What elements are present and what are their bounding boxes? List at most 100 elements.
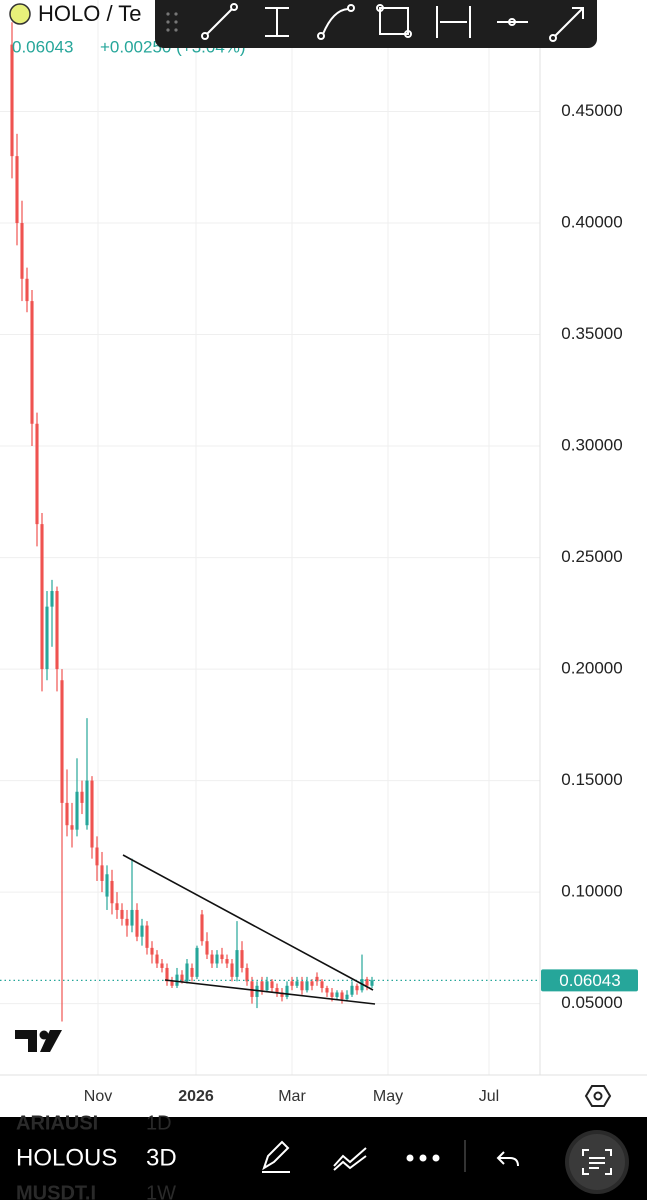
toolbar-bg: [155, 0, 597, 48]
candle-body: [105, 874, 109, 897]
y-tick-label: 0.15000: [561, 770, 622, 789]
candle-body: [100, 865, 104, 881]
candle-body: [315, 976, 319, 982]
y-tick-label: 0.05000: [561, 993, 622, 1012]
drag-handle[interactable]: [166, 12, 178, 32]
y-tick-label: 0.45000: [561, 101, 622, 120]
symbol-selected[interactable]: HOLOUS: [16, 1144, 117, 1171]
candle-body: [80, 791, 84, 803]
draw-button[interactable]: [262, 1140, 290, 1173]
undo-button[interactable]: [496, 1151, 519, 1167]
y-tick-label: 0.30000: [561, 436, 622, 455]
y-tick-label: 0.10000: [561, 882, 622, 901]
candle-body: [50, 591, 54, 607]
candle-body: [165, 967, 169, 982]
candle-body: [290, 981, 294, 986]
candle-body: [250, 981, 254, 997]
candle-body: [310, 981, 314, 986]
candle-body: [25, 278, 29, 302]
rect-tool[interactable]: [376, 4, 412, 38]
candle-body: [255, 985, 259, 997]
bottom-bar-bg: [0, 1117, 647, 1200]
x-tick-label: Nov: [84, 1088, 112, 1105]
more-button[interactable]: [406, 1154, 440, 1162]
price: 0.06043: [12, 37, 73, 56]
symbol-icon: [9, 3, 31, 25]
candle-body: [235, 950, 239, 977]
candle-body: [305, 981, 309, 991]
candle-body: [270, 981, 274, 989]
candle-body: [140, 925, 144, 937]
candle-body: [75, 791, 79, 830]
drawing-toolbar: [155, 0, 597, 48]
candle-body: [135, 909, 139, 937]
candle-body: [340, 992, 344, 1000]
candle-body: [115, 903, 119, 910]
candle-body: [155, 954, 159, 964]
interval-option[interactable]: 1D: [146, 1112, 172, 1134]
candle-body: [350, 985, 354, 995]
candle-body: [145, 925, 149, 948]
candle-body: [70, 825, 74, 830]
path-tool[interactable]: [317, 4, 355, 40]
candle-body: [170, 981, 174, 986]
candle-body: [355, 985, 359, 991]
plot-area: [0, 0, 540, 1075]
x-tick-label: Jul: [479, 1088, 499, 1105]
candle-body: [40, 524, 44, 670]
candle-body: [15, 156, 19, 224]
candle-body: [185, 963, 189, 982]
candle-body: [225, 959, 229, 964]
scan-button[interactable]: [565, 1130, 629, 1194]
arrow-tool[interactable]: [549, 7, 584, 42]
interval-selected[interactable]: 3D: [146, 1144, 177, 1171]
trendline[interactable]: [164, 979, 376, 1005]
candle-body: [330, 992, 334, 997]
candle-body: [85, 780, 89, 826]
candle-body: [205, 941, 209, 955]
symbol-option[interactable]: MUSDT.I: [16, 1182, 96, 1200]
candle-body: [275, 988, 279, 993]
candle-body: [195, 947, 199, 977]
settings-button[interactable]: [584, 1085, 612, 1107]
range-tool[interactable]: [436, 6, 471, 38]
candle-body: [160, 963, 164, 968]
candle-body: [95, 847, 99, 866]
x-tick-label: May: [373, 1088, 403, 1105]
symbol-option[interactable]: ARIAUSI: [16, 1112, 98, 1134]
candle-body: [45, 606, 49, 670]
last-price-box: [541, 969, 638, 992]
trendline-tool[interactable]: [201, 3, 238, 40]
symbol[interactable]: HOLO / Te: [38, 1, 142, 26]
y-tick-label: 0.40000: [561, 213, 622, 232]
candle-body: [220, 954, 224, 960]
trendline[interactable]: [122, 854, 374, 991]
interval-option[interactable]: 1W: [146, 1182, 176, 1200]
candle-body: [180, 974, 184, 982]
candle-body: [150, 947, 154, 955]
candle-body: [335, 992, 339, 997]
candle-body: [370, 980, 374, 986]
indicators-button[interactable]: [333, 1147, 367, 1171]
candle-body: [20, 223, 24, 279]
x-tick-label: Mar: [278, 1088, 306, 1105]
bottom-bar: ARIAUSI HOLOUS MUSDT.I 1D 3D 1W: [0, 1112, 647, 1200]
candle-body: [35, 423, 39, 525]
candle-body: [90, 780, 94, 848]
candle-body: [300, 981, 304, 991]
candle-body: [325, 988, 329, 993]
candle-body: [285, 985, 289, 997]
candle-body: [320, 981, 324, 989]
candle-body: [210, 954, 214, 964]
candle-body: [60, 680, 64, 803]
horizontal-ray-tool[interactable]: [497, 18, 528, 26]
y-tick-label: 0.35000: [561, 324, 622, 343]
candle-body: [345, 994, 349, 1000]
candle-body: [245, 967, 249, 982]
candle-body: [260, 981, 264, 991]
price-tool[interactable]: [265, 7, 289, 37]
candle-body: [190, 967, 194, 977]
candle-body: [30, 301, 34, 424]
candle-body: [125, 918, 129, 926]
